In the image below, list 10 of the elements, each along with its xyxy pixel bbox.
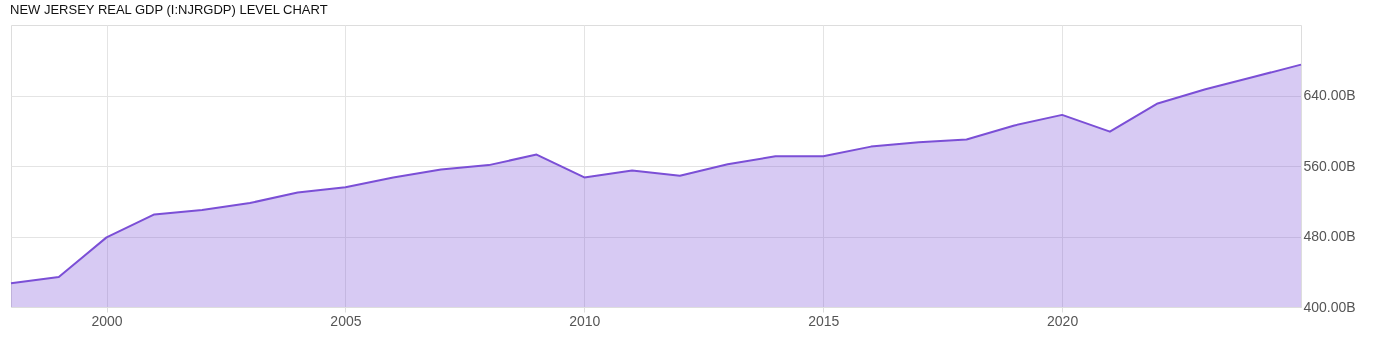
y-tick-label: 640.00B bbox=[1303, 87, 1356, 103]
x-tick-label: 2010 bbox=[569, 312, 601, 329]
x-tick-label: 2015 bbox=[808, 312, 840, 329]
y-tick-label: 480.00B bbox=[1303, 228, 1356, 244]
chart-title: NEW JERSEY REAL GDP (I:NJRGDP) LEVEL CHART bbox=[10, 2, 328, 17]
x-tick-label: 2000 bbox=[91, 312, 123, 329]
y-tick-label: 560.00B bbox=[1303, 157, 1356, 174]
x-tick-label: 2020 bbox=[1047, 312, 1079, 329]
x-tick-label: 2005 bbox=[330, 312, 362, 329]
y-tick-label: 400.00B bbox=[1303, 298, 1356, 315]
